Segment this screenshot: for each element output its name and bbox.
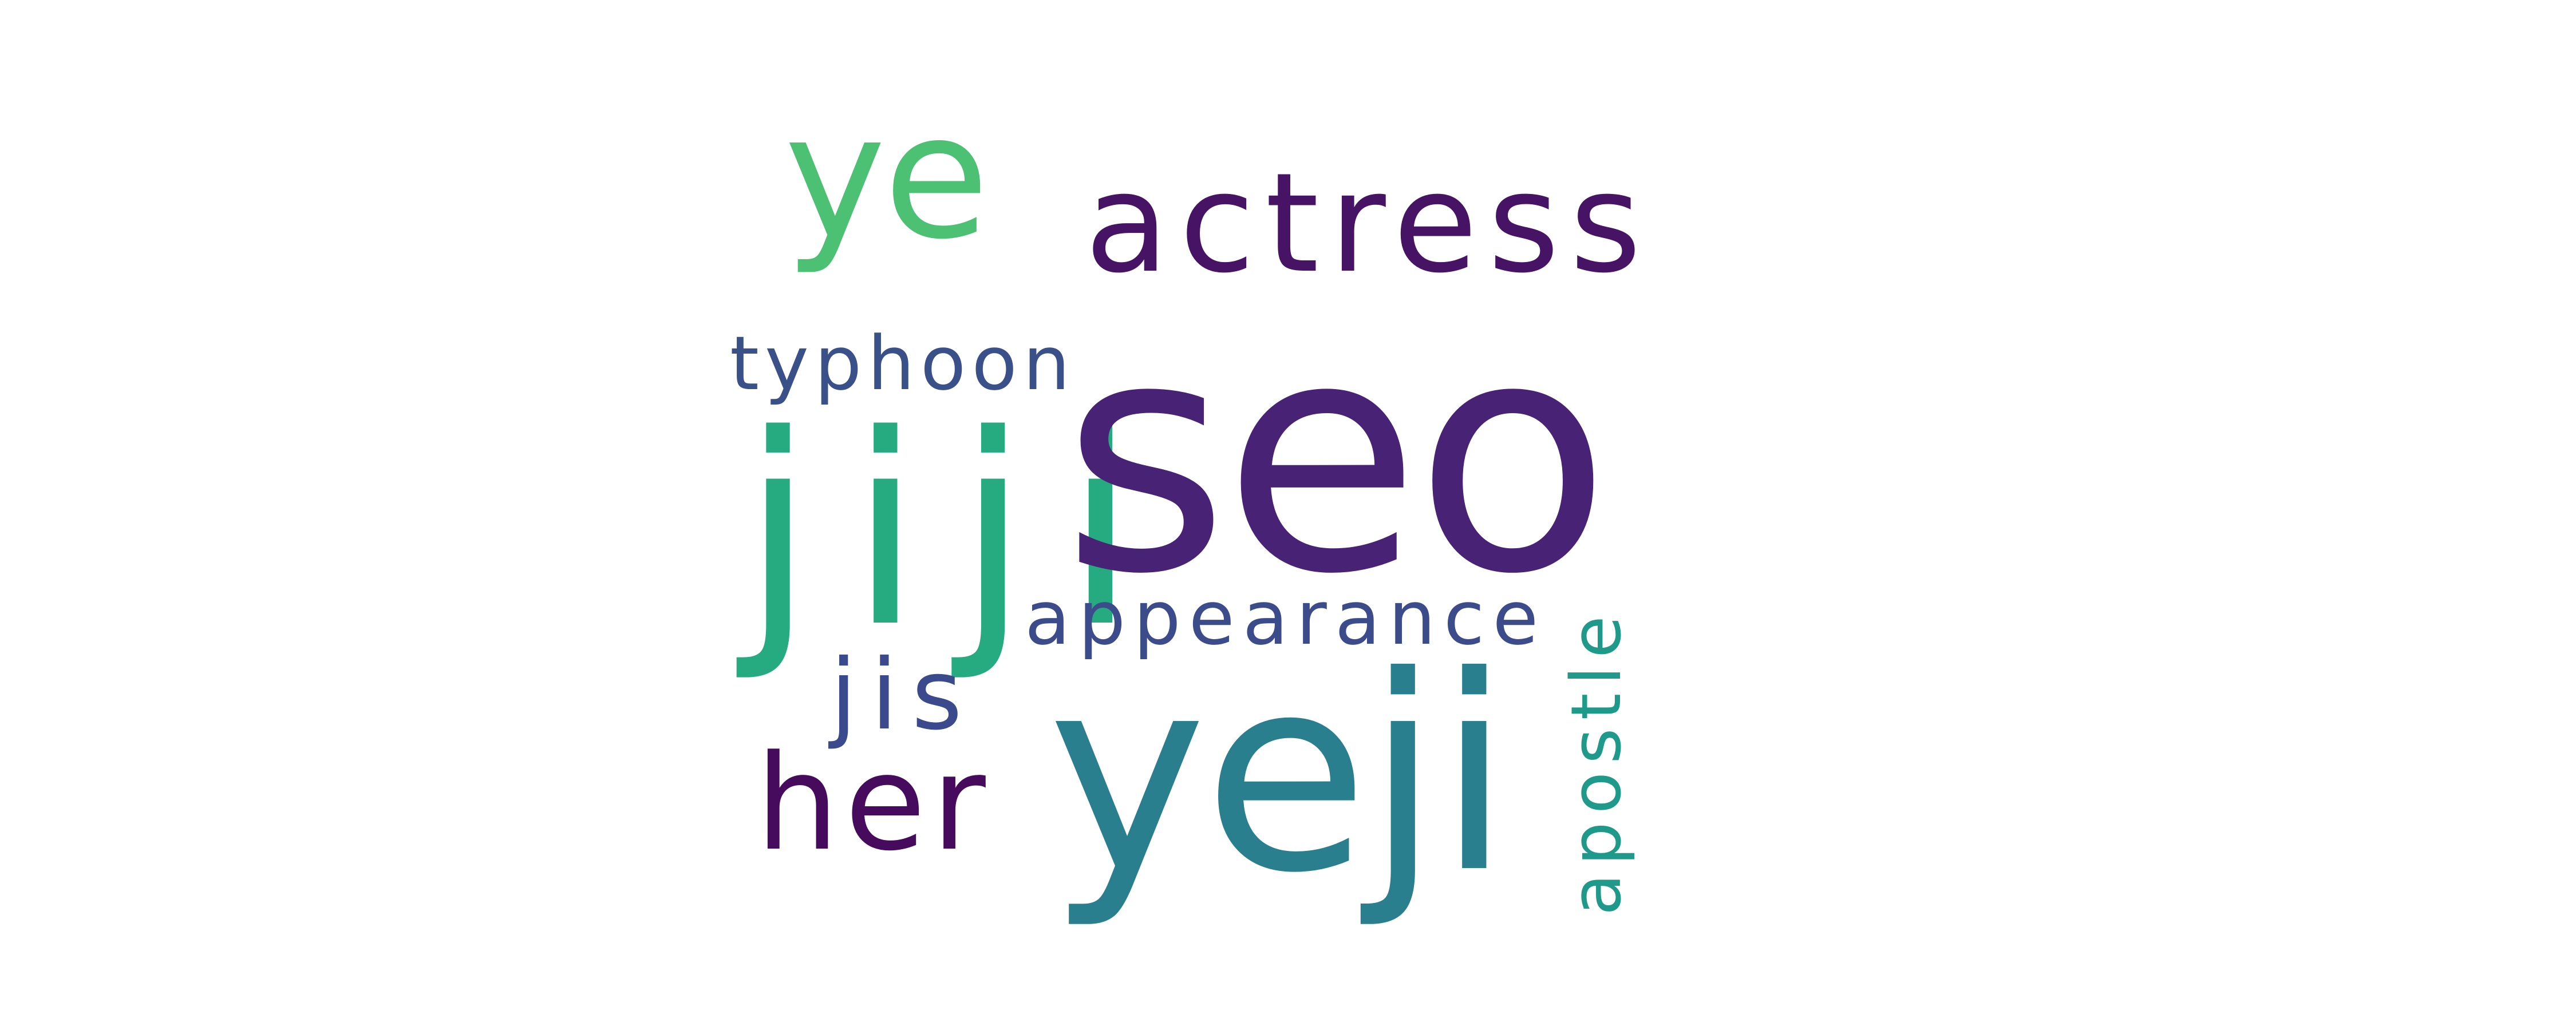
word-yeji-middle: yeji: [1048, 619, 1511, 932]
word-apostle: apostle: [1557, 608, 1637, 916]
word-jiji-large: jiji: [741, 379, 1172, 685]
word-typhoon: typhoon: [730, 320, 1076, 407]
word-her: her: [756, 727, 991, 880]
word-seo: seo: [1062, 271, 1611, 644]
word-actress: actress: [1085, 143, 1652, 303]
word-ye-top: ye: [784, 77, 989, 277]
word-jis-small: jis: [830, 639, 977, 752]
word-appearance: appearance: [1025, 575, 1547, 661]
